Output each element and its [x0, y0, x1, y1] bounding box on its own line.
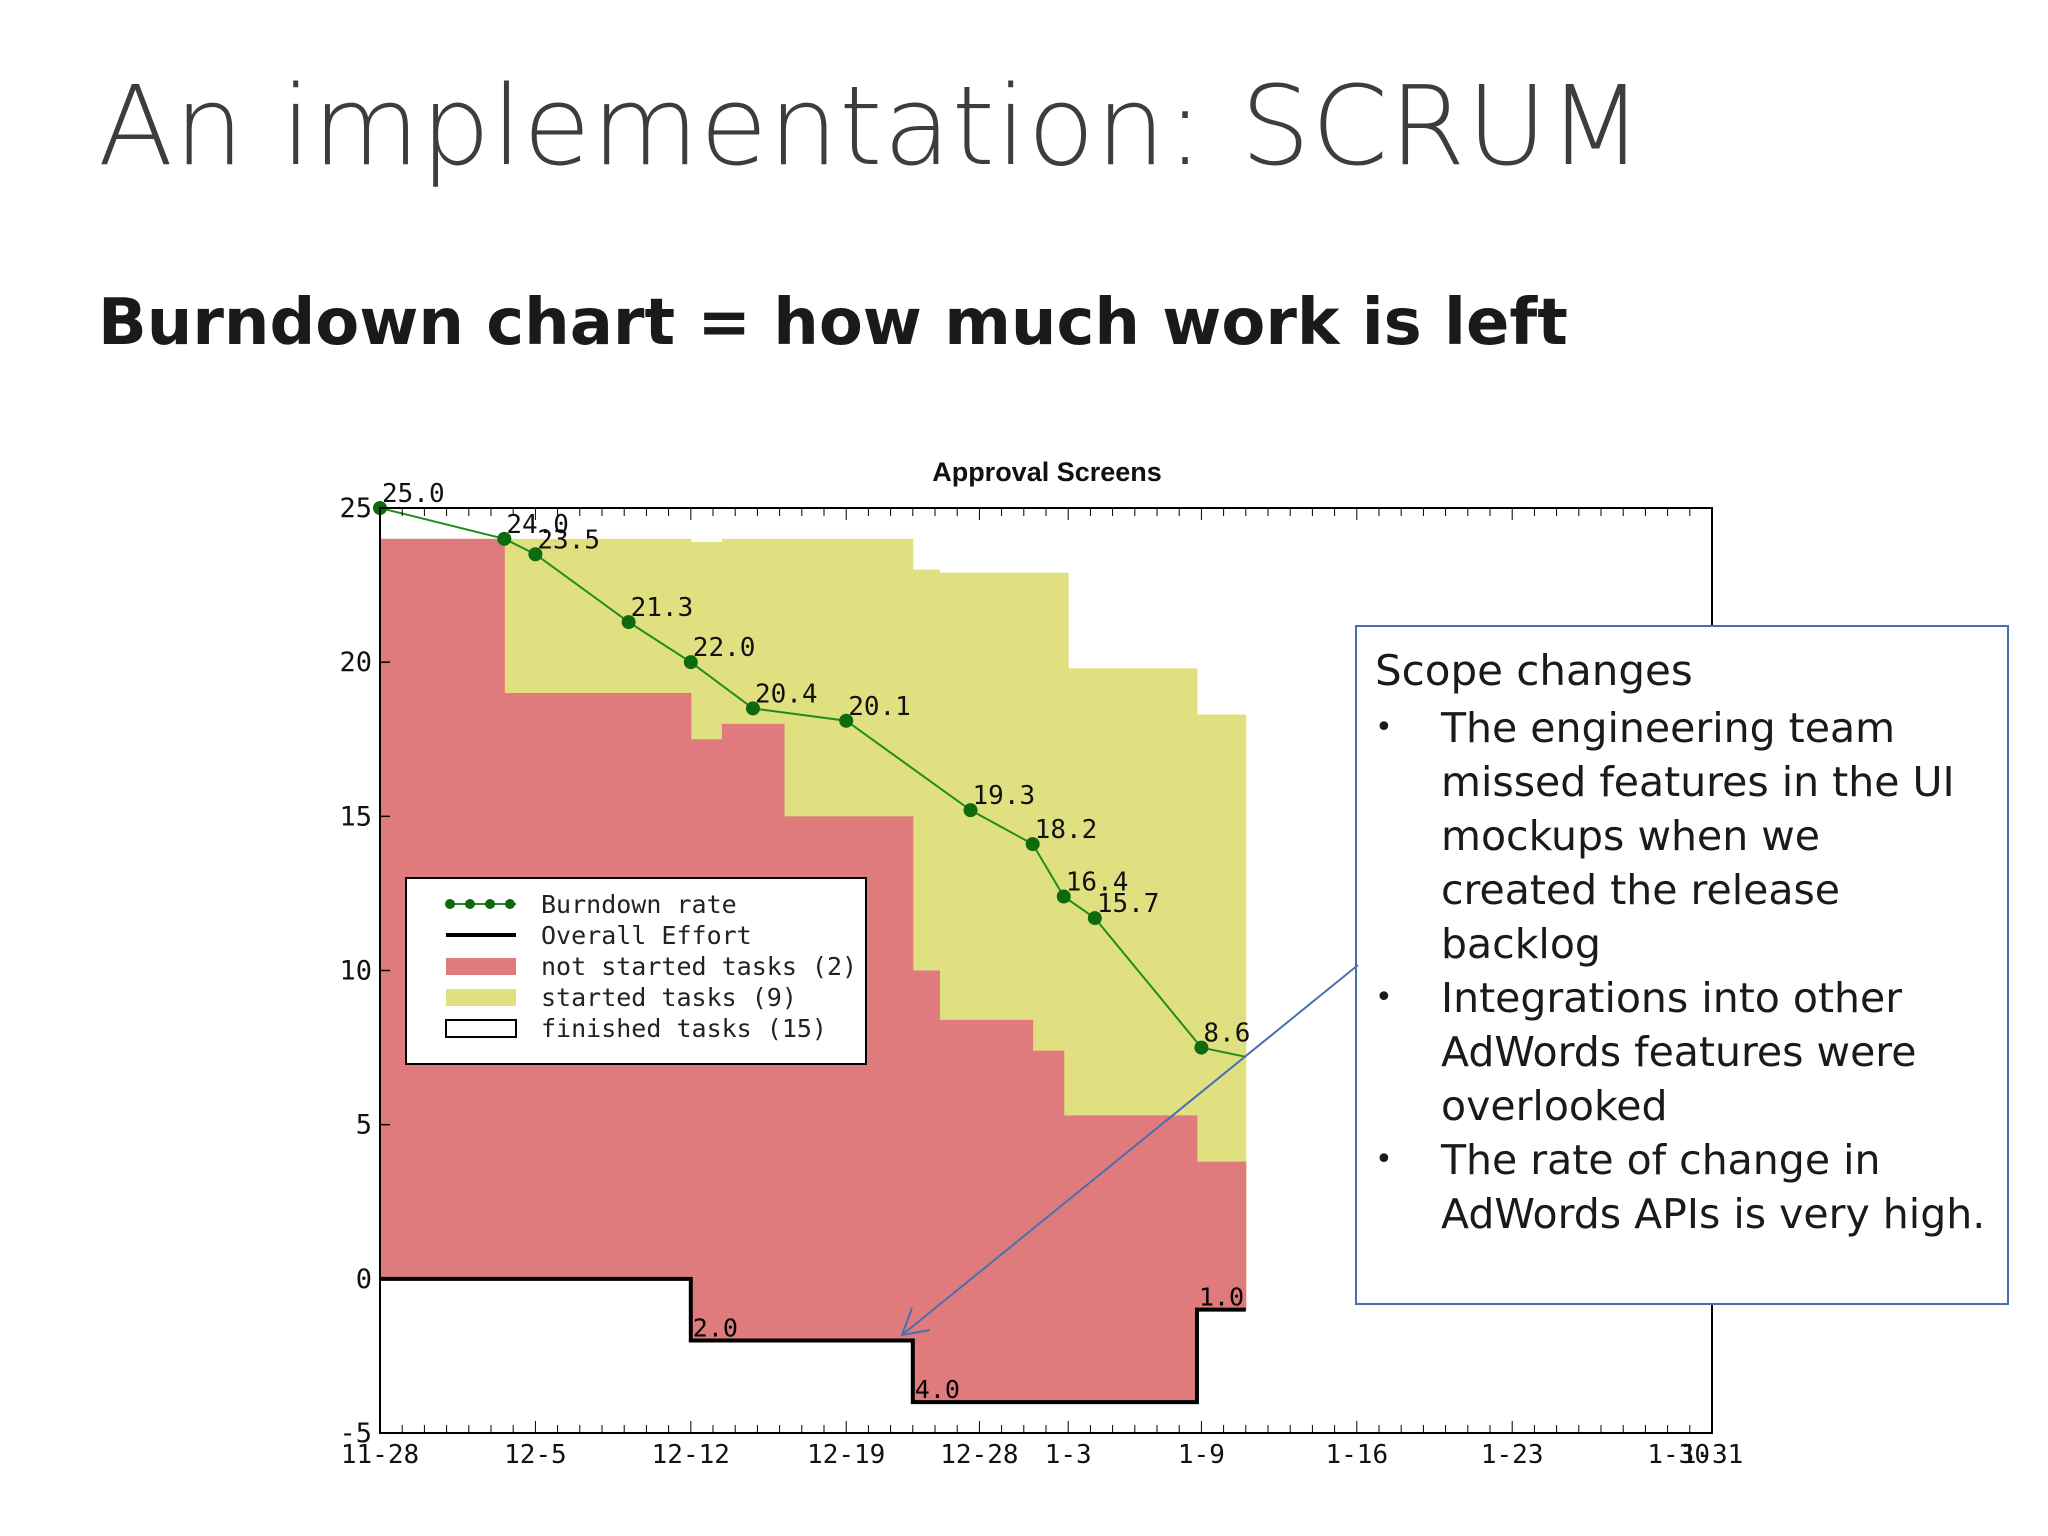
x-tick-label: 12-12 [652, 1440, 730, 1470]
burndown-data-label: 8.6 [1203, 1019, 1250, 1049]
effort-data-label: 1.0 [1199, 1283, 1244, 1312]
burndown-point [497, 531, 512, 546]
bullet-icon: • [1375, 710, 1393, 745]
burndown-point [621, 615, 636, 630]
effort-data-label: 4.0 [915, 1375, 960, 1404]
callout-item-text: The rate of change in AdWords APIs is ve… [1441, 1136, 1986, 1238]
legend-swatch-marker [465, 899, 475, 909]
burndown-data-label: 24.0 [506, 510, 569, 540]
burndown-data-label: 19.3 [973, 781, 1036, 811]
burndown-point [745, 701, 760, 716]
x-tick-label: 1-30 [1647, 1440, 1710, 1470]
y-tick-label: 25 [339, 493, 372, 524]
y-tick-label: 0 [356, 1264, 372, 1295]
chart-title: Approval Screens [932, 457, 1162, 487]
legend-label: not started tasks (2) [541, 952, 857, 981]
legend-swatch-marker [485, 899, 495, 909]
y-tick-label: 5 [356, 1110, 372, 1141]
burndown-data-label: 25.0 [382, 479, 445, 509]
legend-swatch-marker [505, 899, 515, 909]
effort-data-label: 2.0 [693, 1314, 738, 1343]
legend-label: finished tasks (15) [541, 1014, 827, 1043]
burndown-point [1087, 911, 1102, 926]
slide-subtitle: Burndown chart = how much work is left [98, 286, 1568, 360]
legend-swatch-finished [445, 1019, 517, 1038]
burndown-point [839, 713, 854, 728]
burndown-point [963, 803, 978, 818]
callout-item: • Integrations into other AdWords featur… [1375, 971, 1989, 1133]
burndown-point [1025, 837, 1040, 852]
x-tick-label: 1-3 [1045, 1440, 1092, 1470]
burndown-data-label: 20.1 [848, 692, 911, 722]
burndown-data-label: 21.3 [631, 593, 694, 623]
burndown-data-label: 23.5 [537, 525, 600, 555]
x-tick-label: 1-31 [1681, 1440, 1744, 1470]
legend-label: started tasks (9) [541, 983, 797, 1012]
x-tick-label: 1-9 [1178, 1440, 1225, 1470]
y-tick-label: 10 [339, 956, 372, 987]
not-started-area-segment [1032, 1050, 1065, 1403]
bullet-icon: • [1375, 980, 1393, 1015]
legend-swatch-not-started [446, 958, 516, 975]
x-tick-label: 1-16 [1325, 1440, 1388, 1470]
x-tick-label: 12-28 [940, 1440, 1018, 1470]
y-tick-label: 20 [339, 647, 372, 678]
x-tick-label: 1-23 [1481, 1440, 1544, 1470]
burndown-data-label: 15.7 [1097, 889, 1160, 919]
burndown-point [1056, 889, 1071, 904]
burndown-data-label: 18.2 [1035, 815, 1098, 845]
burndown-point [528, 547, 543, 562]
legend-swatch-started [446, 989, 516, 1006]
callout-title: Scope changes [1375, 646, 1693, 695]
legend-swatch-marker [445, 899, 455, 909]
callout-list: • The engineering team missed features i… [1375, 701, 1989, 1241]
callout-item-text: The engineering team missed features in … [1441, 704, 1955, 968]
burndown-point [683, 655, 698, 670]
not-started-area-segment [912, 970, 940, 1403]
legend-label: Overall Effort [541, 921, 752, 950]
not-started-area-segment [939, 1019, 1034, 1403]
x-tick-label: 11-28 [341, 1440, 419, 1470]
y-tick-label: -5 [339, 1418, 372, 1449]
callout-item: • The engineering team missed features i… [1375, 701, 1989, 971]
bullet-icon: • [1375, 1142, 1393, 1177]
y-tick-label: 15 [339, 801, 372, 832]
x-tick-label: 12-19 [807, 1440, 885, 1470]
burndown-data-label: 22.0 [693, 633, 756, 663]
burndown-data-label: 16.4 [1066, 868, 1129, 898]
callout-item-text: Integrations into other AdWords features… [1441, 974, 1917, 1130]
callout-item: • The rate of change in AdWords APIs is … [1375, 1133, 1989, 1241]
burndown-data-label: 20.4 [755, 679, 818, 709]
slide-title: An implementation: SCRUM [98, 62, 1645, 190]
legend-label: Burndown rate [541, 890, 737, 919]
x-tick-label: 12-5 [504, 1440, 567, 1470]
scope-changes-callout: Scope changes • The engineering team mis… [1355, 625, 2009, 1305]
not-started-area-segment [1063, 1115, 1198, 1403]
